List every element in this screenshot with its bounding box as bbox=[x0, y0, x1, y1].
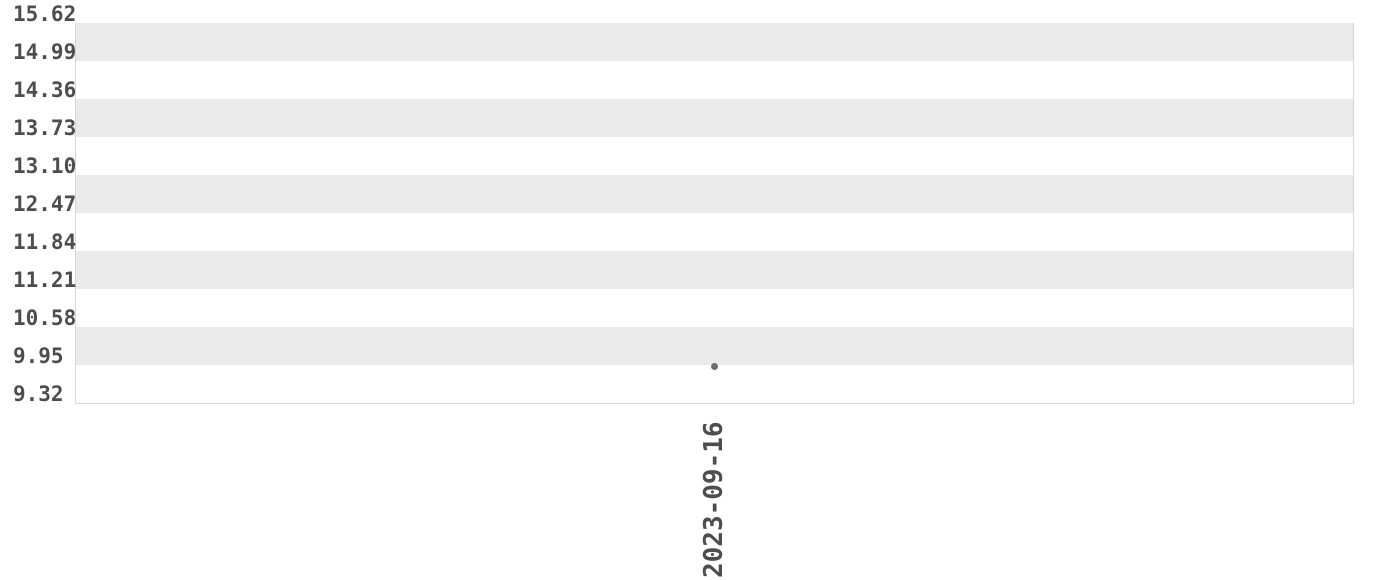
plot-area bbox=[75, 23, 1354, 404]
x-tick-label: 2023-09-16 bbox=[699, 421, 729, 578]
y-tick-label: 9.32 bbox=[13, 382, 64, 406]
grid-band bbox=[76, 251, 1353, 289]
grid-band bbox=[76, 175, 1353, 213]
y-tick-label: 9.95 bbox=[13, 344, 64, 368]
grid-band bbox=[76, 23, 1353, 61]
data-point-marker bbox=[711, 362, 718, 370]
grid-band bbox=[76, 99, 1353, 137]
y-tick-label: 11.21 bbox=[13, 268, 77, 292]
y-tick-label: 13.10 bbox=[13, 154, 77, 178]
grid-band bbox=[76, 327, 1353, 365]
y-tick-label: 14.99 bbox=[13, 40, 77, 64]
y-tick-label: 15.62 bbox=[13, 2, 77, 26]
y-tick-label: 10.58 bbox=[13, 306, 77, 330]
y-tick-label: 13.73 bbox=[13, 116, 77, 140]
y-tick-label: 12.47 bbox=[13, 192, 77, 216]
y-tick-label: 14.36 bbox=[13, 78, 77, 102]
y-tick-label: 11.84 bbox=[13, 230, 77, 254]
